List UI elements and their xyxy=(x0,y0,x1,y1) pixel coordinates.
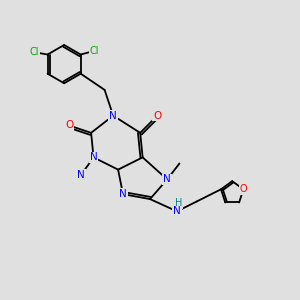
Text: Cl: Cl xyxy=(29,47,39,57)
Text: N: N xyxy=(77,169,85,179)
Text: Cl: Cl xyxy=(89,46,99,56)
Text: N: N xyxy=(90,152,98,162)
Text: N: N xyxy=(173,206,181,216)
Text: O: O xyxy=(240,184,247,194)
Text: O: O xyxy=(65,121,73,130)
Text: O: O xyxy=(153,111,161,121)
Text: N: N xyxy=(163,174,171,184)
Text: N: N xyxy=(109,111,117,121)
Text: H: H xyxy=(175,198,182,208)
Text: N: N xyxy=(119,189,127,199)
